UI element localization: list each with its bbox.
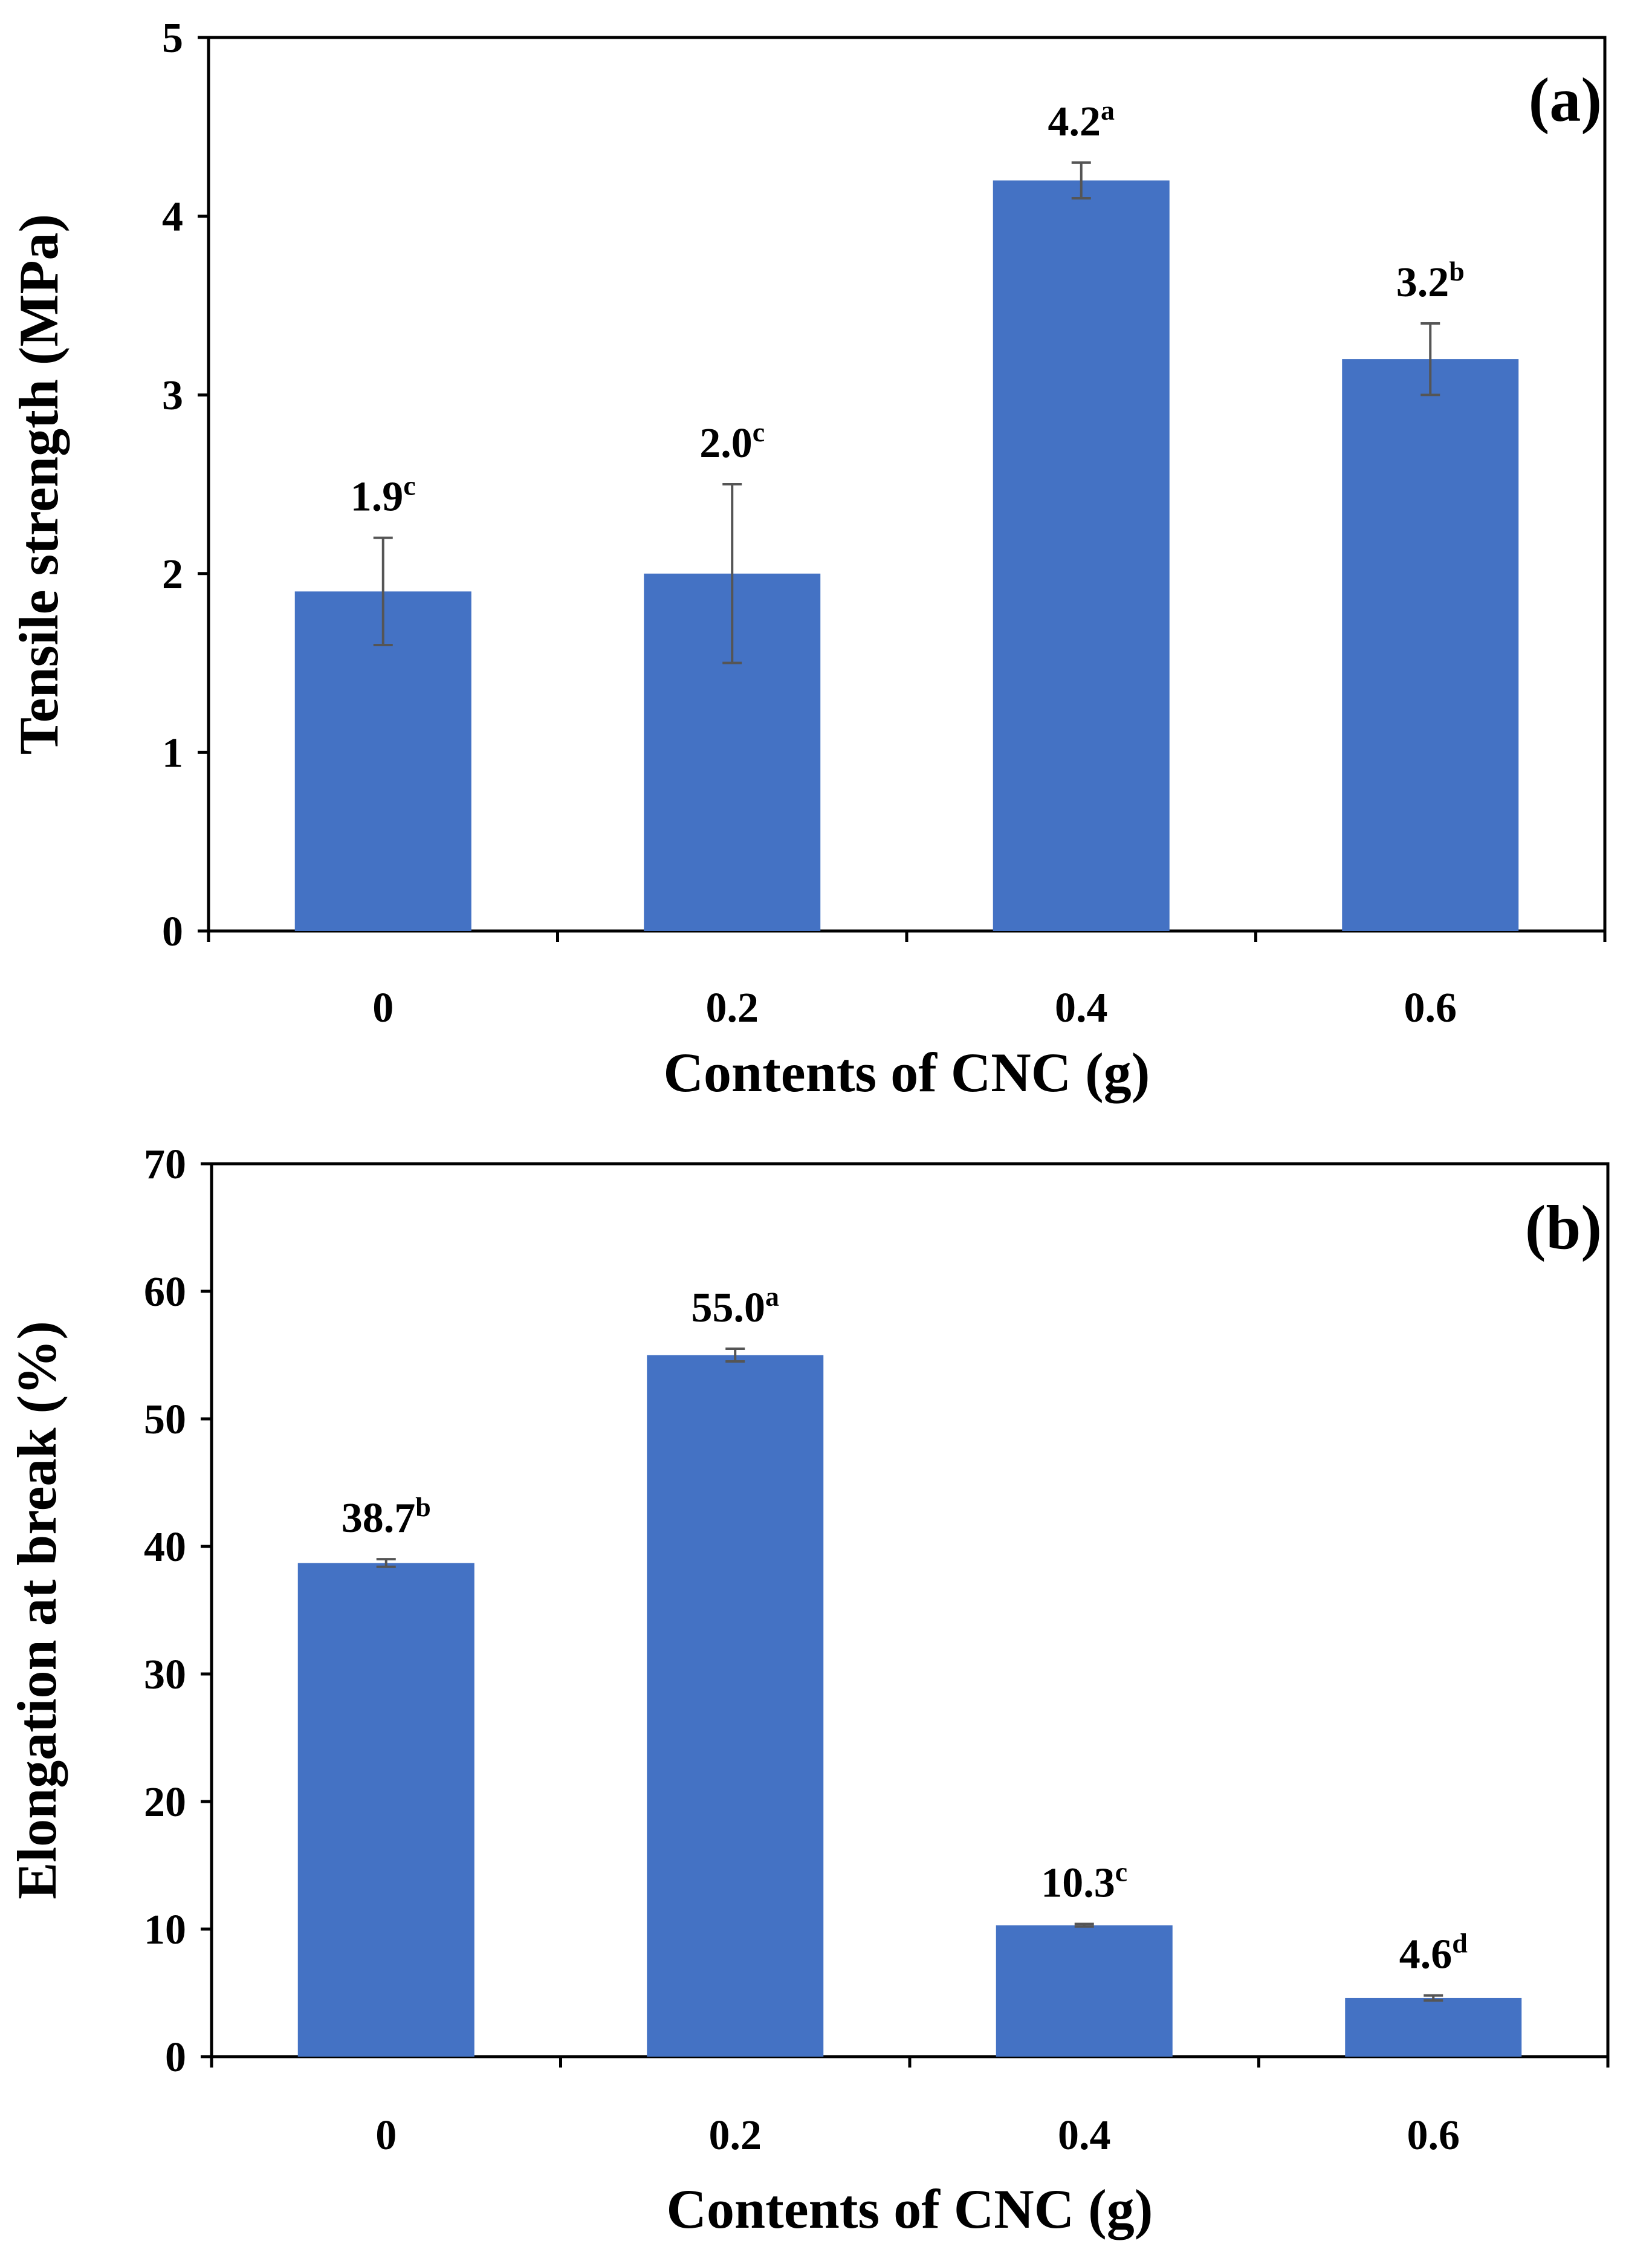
y-tick-label: 60 bbox=[144, 1269, 186, 1315]
bar bbox=[1342, 359, 1519, 931]
y-tick-label: 20 bbox=[144, 1779, 186, 1826]
data-label: 1.9c bbox=[351, 470, 416, 521]
y-tick-label: 5 bbox=[162, 15, 183, 62]
y-tick-label: 30 bbox=[144, 1652, 186, 1698]
bar bbox=[993, 180, 1170, 932]
data-label: 4.2a bbox=[1048, 95, 1115, 145]
chart-panel-a: 0 1 2 3 4 5 0 0.2 0.4 0.6 1.9c 2.0c 4.2a 3.2b Contents… bbox=[8, 15, 1607, 1103]
bar bbox=[1345, 1997, 1522, 2057]
x-axis-title: Contents of CNC (g) bbox=[664, 1042, 1150, 1103]
x-tick-label: 0.2 bbox=[709, 2112, 762, 2159]
y-axis-title: Tensile strength (MPa) bbox=[8, 214, 70, 754]
y-tick-label: 3 bbox=[162, 372, 183, 419]
y-tick-label: 4 bbox=[162, 194, 183, 241]
bar bbox=[294, 591, 471, 931]
data-label: 10.3c bbox=[1041, 1857, 1127, 1907]
bar bbox=[996, 1925, 1173, 2057]
panel-label: (b) bbox=[1525, 1193, 1602, 1262]
x-axis-title: Contents of CNC (g) bbox=[667, 2178, 1153, 2240]
chart-panel-b: 0 10 20 30 40 50 60 70 0 0.2 0.4 0.6 38.7b 55.0a 10.3c… bbox=[6, 1141, 1610, 2240]
data-label: 55.0a bbox=[692, 1281, 780, 1331]
bar bbox=[297, 1563, 475, 2057]
y-axis-title: Elongation at break (%) bbox=[6, 1321, 68, 1899]
y-tick-label: 70 bbox=[144, 1141, 186, 1188]
panel-label: (a) bbox=[1529, 65, 1602, 135]
bar bbox=[647, 1355, 824, 2057]
x-tick-label: 0.6 bbox=[1404, 985, 1457, 1031]
data-label: 2.0c bbox=[699, 417, 765, 467]
x-tick-label: 0.2 bbox=[706, 985, 759, 1031]
data-label: 3.2b bbox=[1396, 256, 1465, 306]
y-tick-label: 50 bbox=[144, 1396, 186, 1443]
data-label: 38.7b bbox=[342, 1491, 431, 1542]
y-tick-label: 2 bbox=[162, 551, 183, 598]
x-tick-label: 0.6 bbox=[1407, 2112, 1460, 2159]
y-tick-label: 0 bbox=[162, 909, 183, 955]
x-tick-label: 0.4 bbox=[1058, 2112, 1111, 2159]
data-label: 4.6d bbox=[1399, 1928, 1468, 1978]
y-tick-label: 40 bbox=[144, 1524, 186, 1571]
y-tick-label: 10 bbox=[144, 1907, 186, 1953]
x-tick-label: 0 bbox=[375, 2112, 397, 2159]
y-tick-label: 1 bbox=[162, 730, 183, 776]
x-tick-label: 0.4 bbox=[1055, 985, 1108, 1031]
x-tick-label: 0 bbox=[372, 985, 394, 1031]
y-tick-label: 0 bbox=[165, 2034, 186, 2081]
